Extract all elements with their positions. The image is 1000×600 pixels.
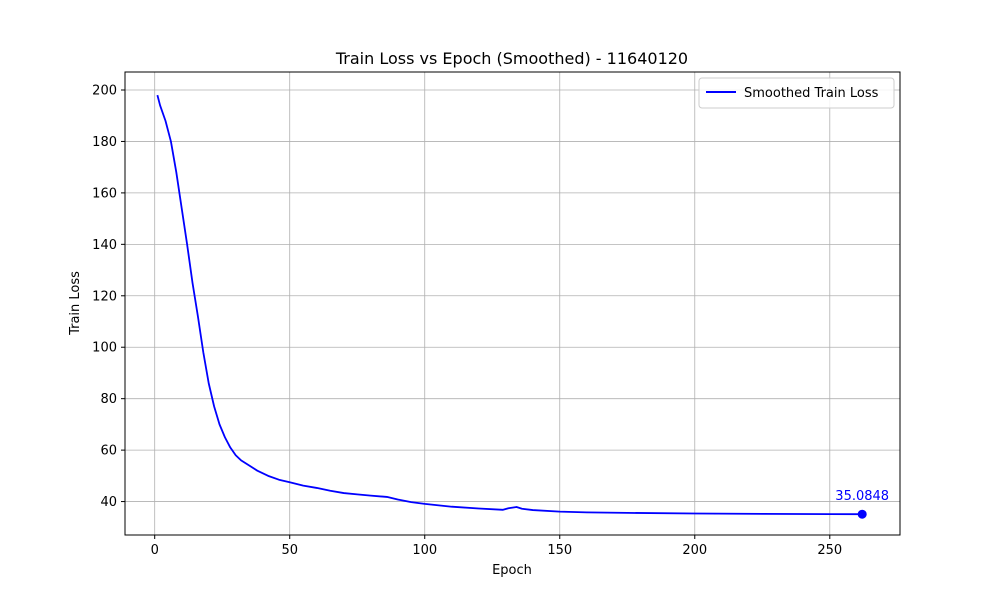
x-tick-label: 200 <box>682 543 707 558</box>
x-axis-ticks: 0 50 100 150 200 250 <box>151 535 842 558</box>
y-tick-label: 100 <box>92 341 117 356</box>
y-tick-label: 200 <box>92 84 117 99</box>
x-tick-label: 250 <box>817 543 842 558</box>
grid-lines <box>125 72 900 535</box>
y-tick-label: 160 <box>92 186 117 201</box>
x-tick-label: 0 <box>151 543 159 558</box>
y-tick-label: 80 <box>100 392 117 407</box>
x-tick-label: 50 <box>281 543 298 558</box>
legend-label: Smoothed Train Loss <box>744 86 879 101</box>
plot-frame <box>124 71 901 536</box>
series-line-smoothed-train-loss <box>156 94 863 516</box>
y-tick-label: 120 <box>92 289 117 304</box>
chart-title: Train Loss vs Epoch (Smoothed) - 1164012… <box>335 49 688 68</box>
x-axis-label: Epoch <box>492 563 532 578</box>
x-tick-label: 100 <box>412 543 437 558</box>
final-point-marker <box>857 509 867 519</box>
y-tick-label: 60 <box>100 444 117 459</box>
annotation-layer: 35.0848 <box>835 489 889 519</box>
y-tick-label: 140 <box>92 238 117 253</box>
y-tick-label: 180 <box>92 135 117 150</box>
legend-box <box>698 77 895 109</box>
final-value-annotation: 35.0848 <box>835 489 889 504</box>
y-tick-label: 40 <box>100 495 117 510</box>
x-tick-label: 150 <box>547 543 572 558</box>
y-axis-label: Train Loss <box>68 271 83 336</box>
series-layer <box>156 94 863 516</box>
legend: Smoothed Train Loss <box>698 77 895 109</box>
y-axis-ticks: 40 60 80 100 120 140 160 180 200 <box>92 84 125 510</box>
